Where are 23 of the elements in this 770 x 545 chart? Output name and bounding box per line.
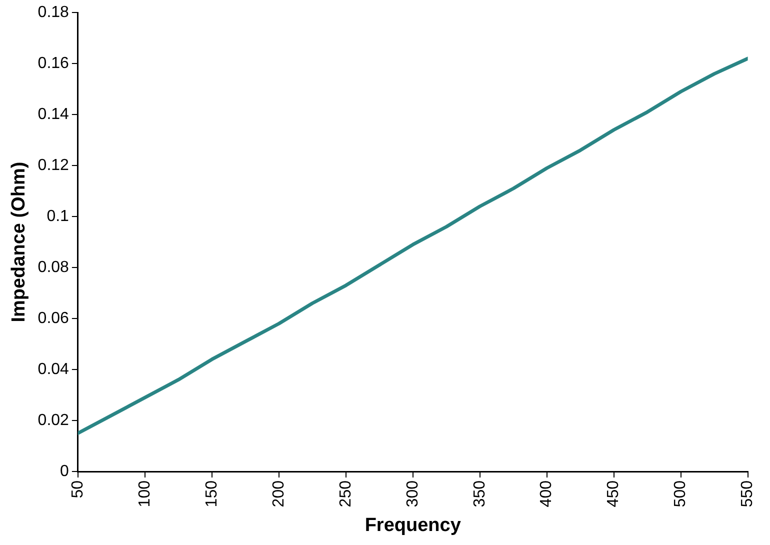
y-tick-label: 0 [60, 462, 70, 480]
x-tick-label: 250 [337, 480, 354, 508]
x-tick-label: 500 [672, 480, 690, 508]
x-tick-label: 350 [471, 480, 488, 508]
x-tick-label: 400 [538, 480, 556, 508]
y-tick-label: 0.14 [38, 106, 70, 123]
y-tick-label: 0.08 [38, 258, 70, 276]
x-tick-label: 150 [203, 480, 220, 508]
y-tick-label: 0.16 [38, 54, 70, 72]
y-tick-label: 0.1 [46, 208, 70, 225]
y-axis-title: Impedance (Ohm) [8, 162, 30, 322]
x-tick-label: 550 [739, 480, 756, 508]
x-tick-label: 200 [270, 480, 288, 508]
x-axis-title: Frequency [364, 514, 462, 536]
x-tick-label: 300 [404, 480, 422, 508]
y-tick-label: 0.12 [38, 156, 70, 174]
y-tick-label: 0.18 [38, 4, 70, 22]
x-tick-label: 50 [69, 480, 86, 498]
y-tick-label: 0.06 [38, 310, 70, 327]
y-tick-label: 0.02 [38, 412, 70, 429]
x-tick-label: 100 [136, 480, 154, 508]
y-tick-label: 0.04 [38, 360, 70, 378]
x-tick-label: 450 [605, 480, 622, 508]
